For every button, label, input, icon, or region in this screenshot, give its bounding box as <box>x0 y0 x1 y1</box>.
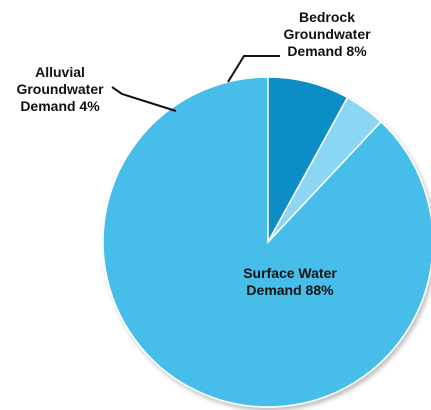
slice-label-0: Surface Water Demand 88% <box>243 265 337 298</box>
slice-label-1-line-0: Alluvial <box>35 64 85 80</box>
slice-label-0-line-1: Demand 88% <box>246 282 334 298</box>
slice-label-0-line-0: Surface Water <box>243 265 337 281</box>
slice-labels: Surface Water Demand 88%Alluvial Groundwat… <box>16 9 371 298</box>
leader-lines <box>111 55 280 112</box>
slice-label-1-line-1: Groundwater <box>16 81 104 97</box>
slice-label-2-line-1: Groundwater <box>283 26 371 42</box>
slice-label-2-line-0: Bedrock <box>299 9 355 25</box>
slice-label-1-line-2: Demand 4% <box>20 98 100 114</box>
leader-line-1 <box>111 86 177 112</box>
pie-slice-2 <box>267 76 349 243</box>
slice-label-1: Alluvial Groundwater Demand 4% <box>16 64 104 114</box>
pie-slice-0 <box>102 76 431 408</box>
slice-label-2: Bedrock Groundwater Demand 8% <box>283 9 371 59</box>
slice-label-2-line-2: Demand 8% <box>287 43 367 59</box>
leader-line-2 <box>227 55 280 83</box>
pie-slices <box>102 76 431 408</box>
